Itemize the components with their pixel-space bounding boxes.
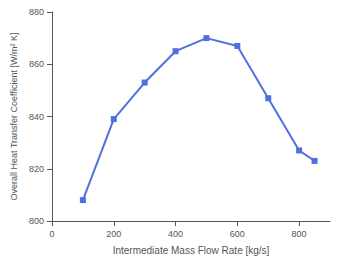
svg-text:800: 800 (292, 229, 307, 239)
svg-text:820: 820 (29, 164, 44, 174)
svg-text:800: 800 (29, 216, 44, 226)
svg-text:200: 200 (106, 229, 121, 239)
svg-text:840: 840 (29, 112, 44, 122)
svg-text:Overall Heat Transfer Coeffici: Overall Heat Transfer Coefficient [W/m² … (9, 33, 19, 201)
svg-text:0: 0 (49, 229, 54, 239)
svg-text:600: 600 (230, 229, 245, 239)
svg-text:860: 860 (29, 59, 44, 69)
svg-text:880: 880 (29, 7, 44, 17)
svg-text:Intermediate Mass Flow Rate [k: Intermediate Mass Flow Rate [kg/s] (113, 245, 270, 256)
svg-text:400: 400 (168, 229, 183, 239)
